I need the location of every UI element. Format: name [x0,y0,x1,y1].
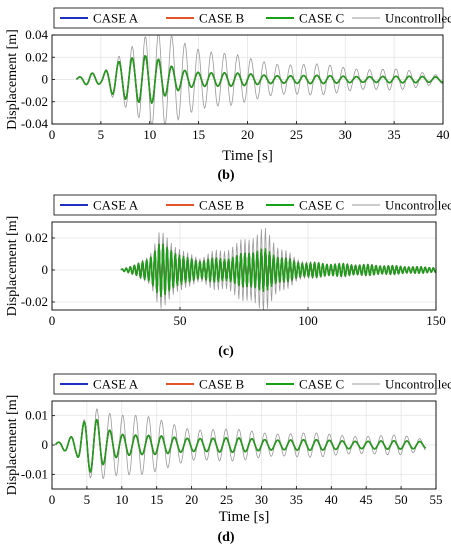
series-line-uncontrolled [55,408,426,479]
legend-label: CASE B [199,11,244,26]
legend-label: Uncontrolled [385,198,451,213]
series-line-case-c [75,55,443,104]
series-line-uncontrolled [76,35,443,124]
x-axis-label: Time [s] [219,509,270,525]
panel-caption: (d) [217,530,234,545]
x-tick-label: 55 [430,492,443,507]
x-tick-label: 35 [388,127,401,142]
x-tick-label: 150 [426,313,446,328]
y-tick-label: 0.02 [25,230,48,245]
legend-label: CASE B [199,198,244,213]
axes-box [51,221,437,311]
legend-label: CASE A [93,377,139,392]
y-tick-label: -0.02 [21,294,48,309]
legend-box [53,373,437,395]
y-tick-label: 0.02 [25,49,48,64]
series-line-case-c [120,243,436,298]
legend-label: CASE A [93,11,139,26]
legend-label: Uncontrolled [385,11,451,26]
x-tick-label: 25 [220,492,233,507]
panel-caption: (c) [218,344,234,359]
legend-label: CASE A [93,198,139,213]
x-tick-label: 45 [360,492,373,507]
chart-panel-3: CASE A CASE B CASE C Uncontrolled 0 5 10 15 20 25… [5,373,451,545]
x-tick-label: 0 [49,127,56,142]
y-axis-label: Displacement [m] [5,216,20,317]
panel-caption: (b) [217,168,234,183]
legend: CASE A CASE B CASE C Uncontrolled [53,7,451,29]
series-lines [54,408,426,479]
x-tick-label: 15 [192,127,205,142]
y-axis-label: Displacement [m] [5,395,20,496]
y-tick-label: 0 [42,437,49,452]
x-tick-label: 0 [49,313,56,328]
legend: CASE A CASE B CASE C Uncontrolled [53,373,451,395]
y-tick-label: 0 [42,72,49,87]
x-tick-label: 25 [290,127,303,142]
y-tick-label: 0.01 [25,408,48,423]
x-tick-label: 20 [185,492,198,507]
x-tick-label: 10 [115,492,128,507]
x-tick-label: 10 [143,127,156,142]
x-tick-label: 20 [241,127,254,142]
legend-label: Uncontrolled [385,377,451,392]
series-lines [75,35,443,124]
x-tick-label: 100 [298,313,318,328]
series-line-case-c [54,418,426,473]
x-tick-label: 5 [84,492,91,507]
x-tick-label: 5 [98,127,105,142]
y-tick-label: -0.01 [21,466,48,481]
y-tick-label: -0.02 [21,94,48,109]
x-tick-label: 30 [339,127,352,142]
legend-box [53,194,437,216]
legend-label: CASE C [299,11,344,26]
chart-panel-1: CASE A CASE B CASE C Uncontrolled 0 5 10 15 20 25… [5,7,451,183]
y-tick-label: -0.04 [21,116,49,131]
x-tick-label: 40 [325,492,338,507]
legend: CASE A CASE B CASE C Uncontrolled [53,194,451,216]
x-tick-label: 15 [150,492,163,507]
series-lines [120,228,436,310]
x-axis-label: Time [s] [222,148,273,164]
x-tick-label: 0 [49,492,56,507]
legend-label: CASE C [299,198,344,213]
legend-label: CASE C [299,377,344,392]
x-tick-label: 35 [290,492,303,507]
y-tick-label: 0 [42,262,49,277]
chart-panel-2: CASE A CASE B CASE C Uncontrolled 0 50 100 150 -… [5,194,451,359]
legend-box [53,7,444,29]
y-axis-label: Displacement [m] [5,29,20,130]
legend-label: CASE B [199,377,244,392]
x-tick-label: 40 [437,127,450,142]
x-tick-label: 50 [395,492,408,507]
y-tick-label: 0.04 [25,27,48,42]
x-tick-label: 50 [174,313,187,328]
x-tick-label: 30 [255,492,268,507]
